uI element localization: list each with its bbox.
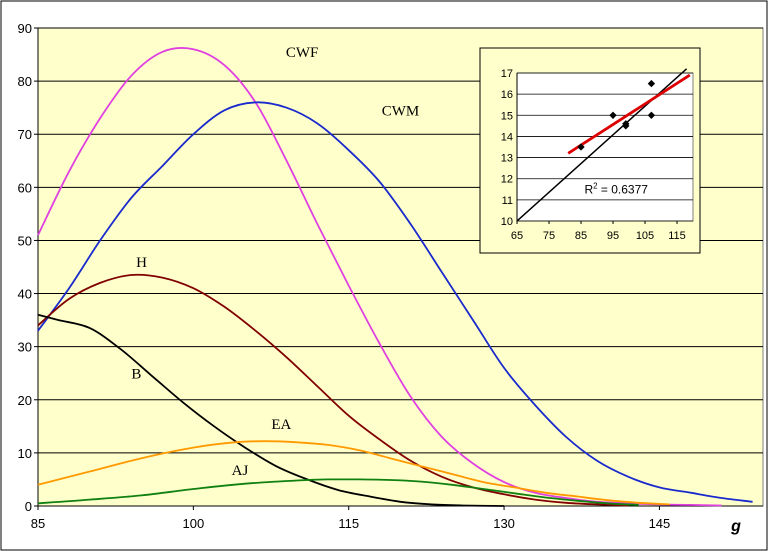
series-line-aj — [37, 478, 639, 506]
main-series-labels: CWF CWM H B EA AJ — [131, 45, 419, 479]
inset-y-tick-label: 11 — [502, 195, 513, 207]
inset-regression-line — [567, 73, 691, 155]
inset-x-tick-label: 105 — [636, 230, 654, 242]
inset-x-tick-label: 115 — [668, 230, 686, 242]
series-label-aj: AJ — [232, 463, 249, 479]
main-x-tick-labels: 85 100 115 130 145 — [31, 506, 671, 531]
inset-y-tick-label: 17 — [501, 68, 513, 80]
inset-x-tick-label: 75 — [543, 230, 555, 242]
inset-y-tick-label: 10 — [501, 216, 513, 228]
inset-x-tick-label: 85 — [575, 230, 587, 242]
x-tick-label: 85 — [31, 516, 45, 531]
y-tick-label: 20 — [18, 393, 32, 408]
r-squared-value: = 0.6377 — [598, 183, 649, 197]
x-tick-label: 130 — [493, 516, 515, 531]
y-tick-label: 0 — [25, 499, 32, 514]
y-tick-label: 40 — [18, 287, 32, 302]
main-series-lines — [37, 47, 753, 507]
series-line-h — [37, 273, 629, 507]
y-tick-label: 70 — [18, 127, 32, 142]
inset-y-tick-label: 15 — [501, 110, 513, 122]
x-tick-label: 145 — [649, 516, 671, 531]
inset-plot-area — [516, 72, 694, 222]
series-line-cwm — [37, 101, 753, 503]
series-label-ea: EA — [271, 417, 291, 433]
x-tick-label: 115 — [338, 516, 359, 531]
y-tick-label: 10 — [18, 446, 32, 461]
r-squared-superscript: 2 — [593, 182, 598, 191]
y-tick-label: 80 — [18, 74, 32, 89]
inset-data-point — [647, 79, 656, 88]
y-tick-label: 30 — [18, 340, 32, 355]
series-label-cwf: CWF — [286, 45, 319, 61]
x-tick-label: 100 — [183, 516, 205, 531]
series-label-b: B — [131, 367, 141, 383]
series-line-ea — [37, 440, 670, 506]
series-line-b — [37, 313, 505, 507]
inset-x-tick-label: 95 — [607, 230, 619, 242]
inset-y-tick-label: 16 — [501, 89, 513, 101]
y-tick-label: 50 — [18, 233, 32, 248]
main-y-tick-labels: 0 10 20 30 40 50 60 70 80 90 — [18, 21, 38, 514]
inset-y-tick-label: 13 — [501, 153, 513, 165]
y-tick-label: 90 — [18, 21, 32, 36]
inset-data-point — [647, 111, 656, 119]
inset-y-tick-label: 12 — [501, 174, 513, 186]
x-axis-title: g — [730, 518, 741, 535]
inset-y-tick-label: 14 — [501, 131, 513, 143]
inset-x-tick-label: 65 — [511, 230, 523, 242]
inset-data-point — [577, 143, 585, 151]
inset-chart: 10 11 12 13 14 15 16 17 65 75 85 95 105 115 R2 = 0.637… — [479, 47, 701, 254]
inset-r-squared-annotation: R2 = 0.6377 — [584, 182, 648, 197]
series-label-h: H — [136, 255, 147, 271]
series-label-cwm: CWM — [382, 104, 420, 120]
y-tick-label: 60 — [18, 180, 32, 195]
r-squared-prefix: R — [584, 183, 593, 197]
